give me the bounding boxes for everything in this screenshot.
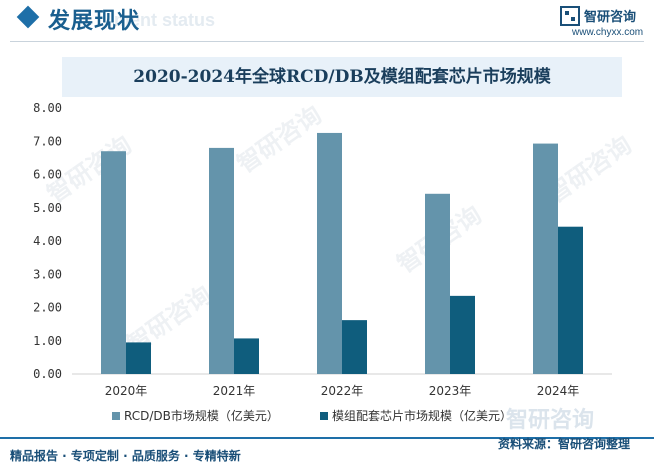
footer-divider <box>0 437 654 439</box>
y-tick-label: 4.00 <box>33 234 62 248</box>
legend-swatch <box>112 412 120 420</box>
header-divider <box>10 41 644 42</box>
y-tick-label: 5.00 <box>33 201 62 215</box>
legend-swatch <box>320 412 328 420</box>
brand-name: 智研咨询 <box>584 10 637 25</box>
brand-logo-icon <box>560 6 580 26</box>
bar <box>450 295 475 374</box>
legend-label: 模组配套芯片市场规模（亿美元） <box>332 408 512 423</box>
bar <box>126 342 151 374</box>
bar <box>101 151 126 374</box>
bar <box>342 320 367 374</box>
bar <box>317 132 342 374</box>
chart-title: 2020-2024年全球RCD/DB及模组配套芯片市场规模 <box>133 67 551 87</box>
header-ghost-text: ment status <box>114 10 216 30</box>
brand-url: www.chyxx.com <box>572 27 644 38</box>
x-tick-label: 2020年 <box>105 384 148 398</box>
y-tick-label: 1.00 <box>33 334 62 348</box>
y-tick-label: 7.00 <box>33 134 62 148</box>
legend-label: RCD/DB市场规模（亿美元） <box>124 408 279 423</box>
page-title: 发展现状 <box>48 9 141 34</box>
bar <box>425 193 450 374</box>
y-tick-label: 8.00 <box>33 101 62 115</box>
x-tick-label: 2022年 <box>321 384 364 398</box>
chart-title-box: 2020-2024年全球RCD/DB及模组配套芯片市场规模 <box>62 57 622 97</box>
page-header: ment status 发展现状 智研咨询 www.chyxx.com <box>0 0 654 44</box>
footer-watermark: 智研咨询 <box>506 408 595 433</box>
y-tick-label: 3.00 <box>33 267 62 281</box>
x-tick-label: 2024年 <box>537 384 580 398</box>
y-tick-label: 6.00 <box>33 168 62 182</box>
y-tick-label: 2.00 <box>33 301 62 315</box>
bar <box>209 147 234 374</box>
bar <box>234 338 259 374</box>
footer-source: 资料来源：智研咨询整理 <box>498 437 631 451</box>
footer-services: 精品报告 · 专项定制 · 品质服务 · 专精特新 <box>10 449 241 463</box>
y-tick-label: 0.00 <box>33 367 62 381</box>
bar <box>558 226 583 374</box>
x-tick-label: 2021年 <box>213 384 256 398</box>
x-tick-label: 2023年 <box>429 384 472 398</box>
bar <box>533 143 558 374</box>
